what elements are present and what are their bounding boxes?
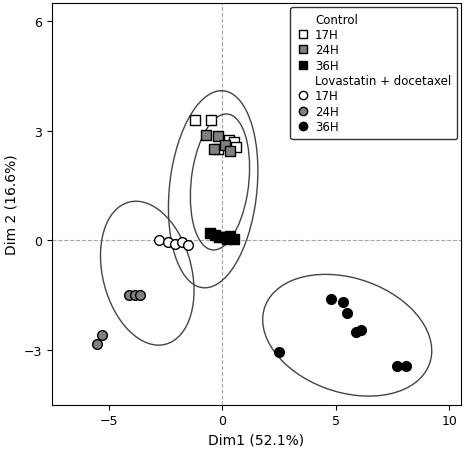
- Point: [219, 235, 227, 242]
- Point: [137, 292, 144, 299]
- Point: [98, 332, 106, 339]
- Point: [393, 363, 401, 370]
- Y-axis label: Dim 2 (16.6%): Dim 2 (16.6%): [4, 154, 18, 255]
- Point: [191, 117, 199, 124]
- Point: [221, 143, 228, 150]
- X-axis label: Dim1 (52.1%): Dim1 (52.1%): [208, 433, 305, 447]
- Point: [226, 137, 233, 144]
- Point: [206, 230, 213, 237]
- Point: [403, 363, 410, 370]
- Point: [230, 139, 237, 146]
- Point: [164, 239, 172, 246]
- Point: [357, 327, 365, 334]
- Point: [207, 117, 215, 124]
- Point: [171, 241, 178, 248]
- Point: [214, 133, 221, 141]
- Point: [226, 233, 234, 240]
- Point: [232, 144, 239, 152]
- Point: [126, 292, 133, 299]
- Point: [327, 295, 335, 303]
- Point: [352, 328, 360, 336]
- Point: [185, 242, 192, 249]
- Point: [214, 146, 221, 153]
- Point: [215, 234, 223, 241]
- Point: [211, 146, 218, 153]
- Point: [93, 341, 101, 348]
- Point: [344, 310, 351, 317]
- Point: [131, 292, 139, 299]
- Point: [339, 299, 346, 306]
- Legend: Control, 17H, 24H, 36H, Lovastatin + docetaxel, 17H, 24H, 36H: Control, 17H, 24H, 36H, Lovastatin + doc…: [290, 8, 457, 140]
- Point: [203, 132, 210, 139]
- Point: [155, 237, 162, 244]
- Point: [226, 148, 234, 155]
- Point: [275, 348, 283, 355]
- Point: [179, 239, 186, 246]
- Point: [212, 232, 219, 239]
- Point: [223, 235, 231, 243]
- Point: [230, 235, 237, 243]
